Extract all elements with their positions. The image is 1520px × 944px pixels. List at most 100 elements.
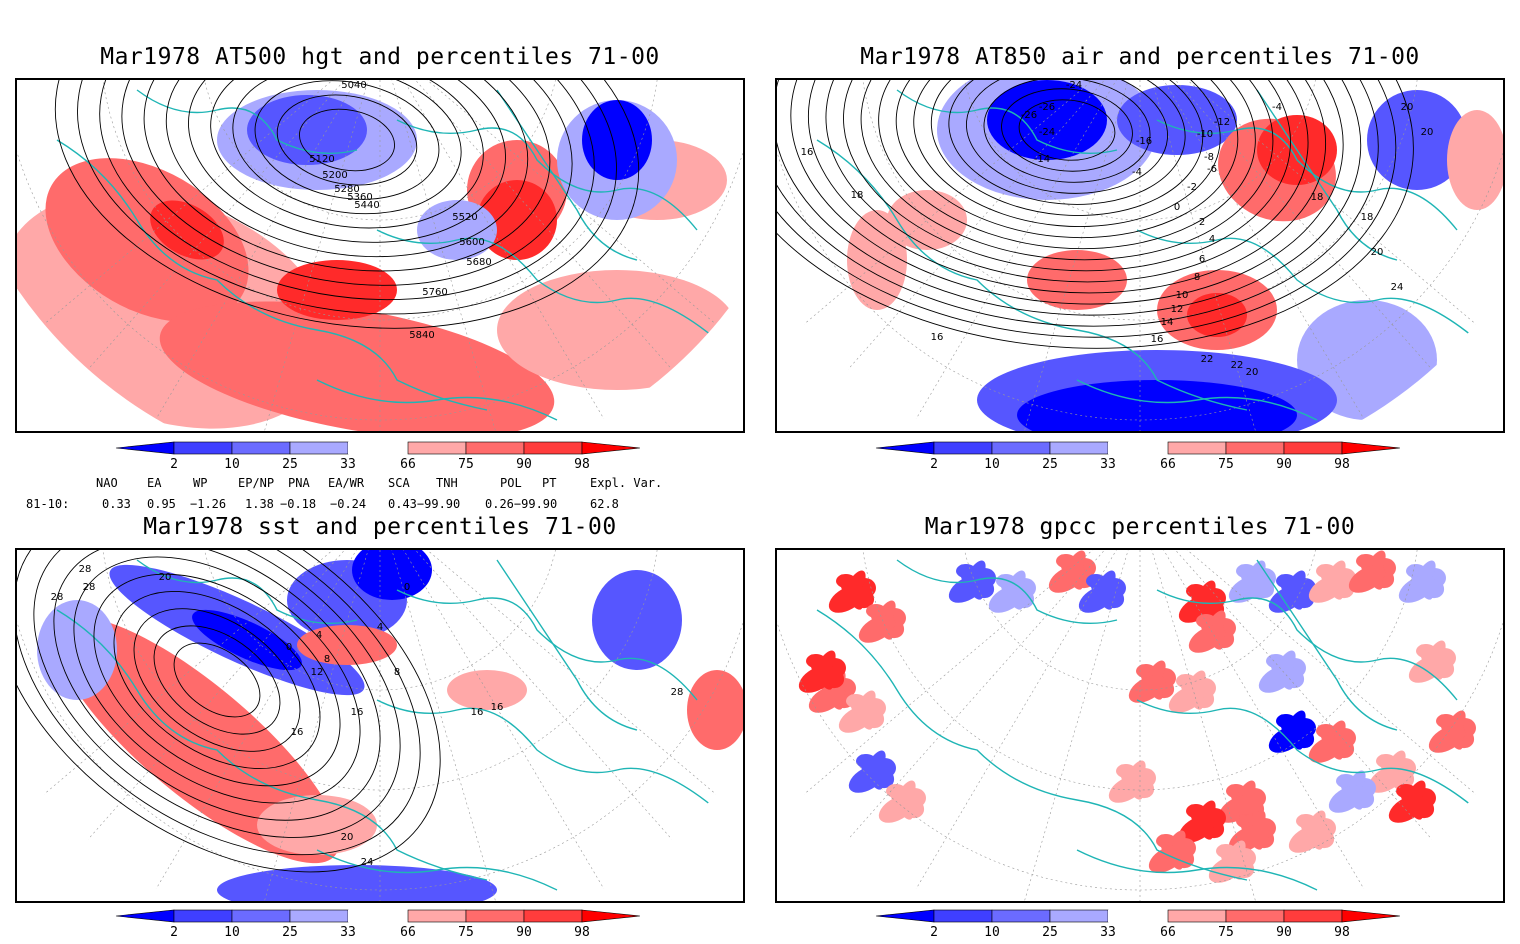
anomaly-shade — [1128, 675, 1166, 703]
index-value: −1.26 — [190, 497, 227, 511]
anomaly-shade — [54, 616, 340, 864]
contour-label: 16 — [491, 702, 504, 713]
coastline — [136, 89, 358, 154]
contour-label: 5280 — [334, 184, 359, 195]
anomaly-shade — [45, 158, 249, 322]
colorbar-hgt: 2 10 25 33 66 75 90 98 — [112, 440, 652, 476]
anomaly-shade — [1368, 765, 1406, 793]
contour-label: 20 — [1401, 102, 1414, 113]
anomaly-shade — [1168, 685, 1206, 713]
colorbar-segment — [407, 441, 467, 455]
colorbar-segment — [407, 909, 467, 923]
meridian-line — [777, 550, 1141, 901]
anomaly-shade — [1078, 585, 1116, 613]
colorbar-segment — [173, 909, 233, 923]
contour-label: 2 — [1199, 217, 1205, 228]
contour-label: 16 — [471, 707, 484, 718]
index-header: POL — [500, 476, 522, 490]
colorbar-tick-label: 90 — [1276, 925, 1292, 940]
parallel-line — [777, 550, 1503, 891]
contour-label: -24 — [1039, 127, 1055, 138]
anomaly-shade — [1117, 85, 1237, 155]
anomaly-shade — [1308, 575, 1346, 603]
meridian-line — [879, 550, 1141, 901]
colorbar-segment — [1167, 909, 1227, 923]
meridian-line — [379, 550, 511, 901]
anomaly-shade — [1408, 655, 1446, 683]
colorbar-tick-label: 66 — [400, 457, 416, 472]
contour-line — [913, 80, 1221, 228]
contour-line — [33, 550, 401, 838]
colorbar-tick-label: 66 — [1160, 457, 1176, 472]
contour-label: 5120 — [309, 154, 334, 165]
colorbar-segment — [1283, 441, 1343, 455]
coastline — [1076, 379, 1318, 421]
contour-label: -24 — [1066, 80, 1082, 91]
anomaly-shade — [1428, 725, 1466, 753]
colorbar-tick-label: 33 — [340, 457, 356, 472]
contour-line — [53, 550, 381, 821]
contour-line — [777, 80, 1379, 327]
colorbar-tick-label: 90 — [1276, 457, 1292, 472]
contour-label: 4 — [316, 630, 322, 641]
meridian-line — [1139, 550, 1503, 901]
anomaly-shade — [37, 600, 117, 700]
colorbar-segment — [1167, 441, 1227, 455]
anomaly-shade — [582, 100, 652, 180]
index-row-label: 81-10: — [26, 497, 70, 511]
meridian-line — [119, 550, 381, 901]
index-header: WP — [193, 476, 208, 490]
parallel-line — [777, 80, 1503, 421]
contour-label: -10 — [1197, 129, 1213, 140]
meridian-line — [379, 80, 511, 431]
index-value: 0.33 — [102, 497, 131, 511]
colorbar-segment — [581, 441, 641, 455]
contour-label: -26 — [1021, 110, 1037, 121]
contour-label: 5440 — [354, 200, 379, 211]
contour-line — [153, 625, 281, 735]
colorbar-tick-label: 10 — [984, 457, 1000, 472]
meridian-line — [17, 80, 381, 431]
contour-label: 4 — [1209, 234, 1215, 245]
contour-label: 22 — [1231, 360, 1244, 371]
coastline — [316, 379, 558, 421]
contour-label: 5520 — [452, 212, 477, 223]
meridian-line — [1009, 80, 1141, 431]
anomaly-shade — [1388, 795, 1426, 823]
coastline — [56, 609, 488, 881]
colorbar-segment — [1283, 909, 1343, 923]
coastline — [316, 849, 558, 891]
contour-line — [825, 80, 1309, 283]
anomaly-shade — [1447, 110, 1503, 210]
contour-line — [1001, 88, 1133, 172]
colorbar-tick-label: 2 — [930, 457, 938, 472]
coastline — [376, 229, 718, 341]
index-header: PNA — [288, 476, 310, 490]
contour-label: 24 — [1391, 282, 1404, 293]
meridian-line — [1139, 80, 1503, 431]
map-air-canvas: -24-26-26-24-14-16-12-10-8-6-4-4-2024681… — [777, 80, 1503, 431]
meridian-line — [249, 550, 381, 901]
anomaly-shade — [1328, 785, 1366, 813]
index-header: SCA — [388, 476, 410, 490]
anomaly-shade — [878, 795, 916, 823]
contour-label: 0 — [404, 582, 410, 593]
contour-label: -6 — [1207, 164, 1217, 175]
colorbar-segment — [875, 441, 935, 455]
meridian-line — [379, 550, 641, 901]
contour-label: 14 — [1161, 317, 1174, 328]
colorbar-segment — [933, 909, 993, 923]
contour-label: 0 — [1174, 202, 1180, 213]
anomaly-shade — [808, 685, 846, 713]
contour-line — [143, 80, 551, 272]
anomaly-shade — [1187, 293, 1247, 337]
contour-line — [777, 80, 1362, 316]
anomaly-shade — [447, 670, 527, 710]
colorbar-segment — [581, 909, 641, 923]
anomaly-shade — [297, 625, 397, 665]
index-header: TNH — [436, 476, 458, 490]
colorbar-tick-label: 25 — [282, 457, 298, 472]
colorbar-segment — [465, 441, 525, 455]
colorbar-tick-label: 75 — [458, 925, 474, 940]
colorbar-tick-label: 90 — [516, 925, 532, 940]
